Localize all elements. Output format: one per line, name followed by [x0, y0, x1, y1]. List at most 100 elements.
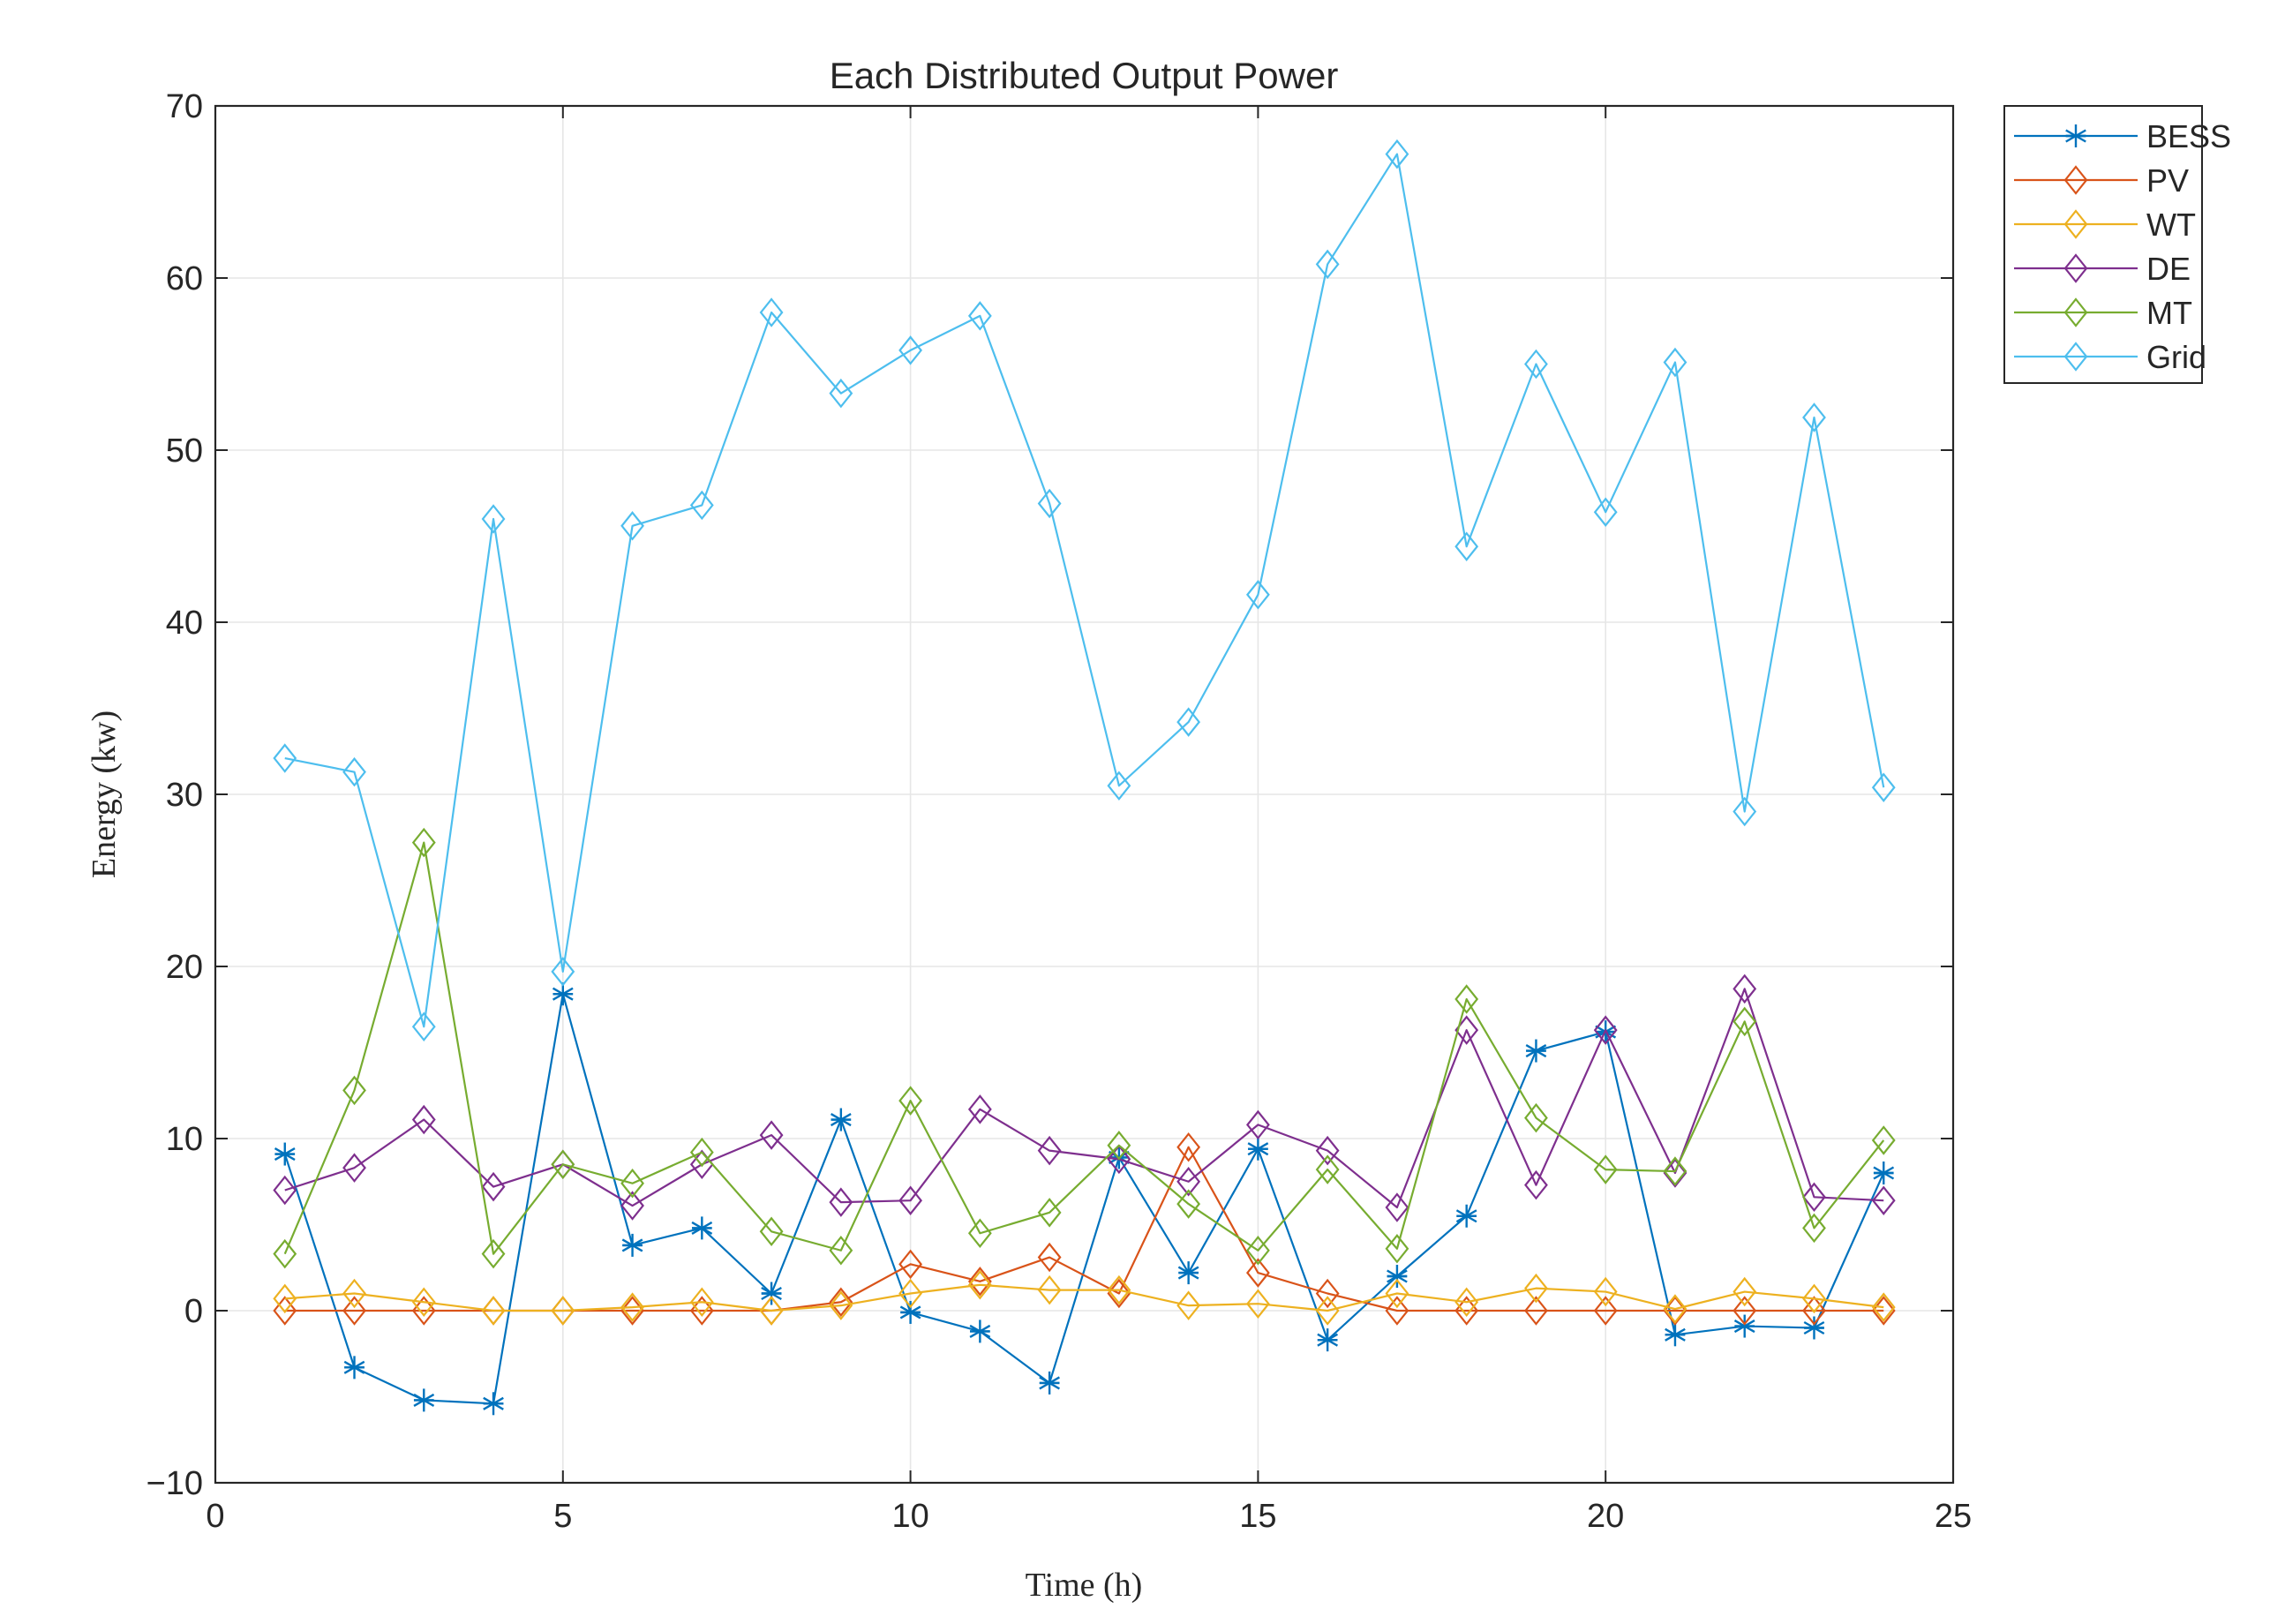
- data-point-grid: [1176, 707, 1201, 737]
- data-point-de: [273, 1175, 297, 1206]
- legend-entry-mt: MT: [2014, 295, 2192, 331]
- data-point-mt: [1107, 1131, 1131, 1161]
- data-point-wt: [1315, 1296, 1340, 1326]
- series-line-de: [284, 988, 1884, 1209]
- data-point-bess: [343, 1356, 365, 1380]
- data-point-wt: [1107, 1274, 1131, 1305]
- legend-label-de: DE: [2146, 251, 2191, 287]
- data-point-mt: [1245, 1235, 1270, 1266]
- data-point-mt: [1176, 1189, 1201, 1219]
- data-point-wt: [1245, 1289, 1270, 1319]
- data-point-wt: [273, 1283, 297, 1314]
- data-point-de: [1802, 1182, 1826, 1213]
- data-point-wt: [1037, 1274, 1062, 1305]
- data-point-mt: [1802, 1213, 1826, 1244]
- x-tick-label: 20: [1587, 1498, 1624, 1535]
- data-point-grid: [273, 743, 297, 773]
- series-wt: [273, 1269, 1896, 1326]
- legend-marker-mt: [2063, 297, 2088, 327]
- data-point-bess: [1733, 1314, 1755, 1338]
- data-point-bess: [1665, 1323, 1686, 1347]
- y-axis-label: Energy (kw): [86, 710, 123, 878]
- data-point-pv: [1385, 1296, 1409, 1326]
- data-point-wt: [829, 1290, 853, 1320]
- data-point-wt: [689, 1287, 714, 1318]
- data-point-bess: [483, 1392, 504, 1416]
- data-point-de: [411, 1104, 436, 1135]
- data-point-wt: [1176, 1290, 1201, 1320]
- data-point-de: [481, 1171, 506, 1202]
- data-point-de: [1037, 1135, 1062, 1166]
- legend-marker-bess: [2065, 124, 2086, 147]
- series-de: [273, 974, 1896, 1222]
- data-point-pv: [1802, 1296, 1826, 1326]
- data-point-bess: [621, 1233, 643, 1257]
- x-tick-label: 5: [553, 1498, 572, 1535]
- data-point-grid: [1385, 139, 1409, 169]
- data-point-mt: [1037, 1198, 1062, 1228]
- y-tick-label: 60: [166, 260, 203, 297]
- data-point-mt: [1733, 1006, 1757, 1037]
- data-point-wt: [1802, 1283, 1826, 1314]
- data-point-mt: [551, 1149, 575, 1180]
- y-tick-label: 20: [166, 949, 203, 986]
- data-point-bess: [830, 1108, 852, 1132]
- data-point-wt: [1663, 1294, 1687, 1324]
- y-tick-label: 50: [166, 432, 203, 470]
- data-point-grid: [1454, 531, 1479, 561]
- data-point-pv: [898, 1249, 923, 1280]
- data-point-mt: [1385, 1234, 1409, 1264]
- data-point-de: [829, 1187, 853, 1217]
- data-point-mt: [481, 1238, 506, 1269]
- data-point-pv: [342, 1296, 366, 1326]
- data-point-grid: [1871, 772, 1896, 802]
- data-point-grid: [481, 504, 506, 534]
- data-point-mt: [689, 1137, 714, 1168]
- data-point-grid: [1733, 796, 1757, 827]
- data-point-grid: [829, 378, 853, 409]
- data-point-wt: [1733, 1276, 1757, 1307]
- data-point-de: [1176, 1166, 1201, 1197]
- y-tick-label: 10: [166, 1121, 203, 1158]
- data-point-bess: [413, 1388, 435, 1412]
- x-tick-label: 25: [1935, 1498, 1972, 1535]
- data-point-de: [1871, 1185, 1896, 1215]
- data-point-mt: [1315, 1154, 1340, 1184]
- data-point-de: [1733, 974, 1757, 1004]
- data-point-de: [967, 1094, 992, 1124]
- data-point-wt: [1385, 1278, 1409, 1309]
- data-point-mt: [759, 1216, 784, 1247]
- data-point-bess: [1525, 1039, 1547, 1063]
- data-point-grid: [898, 335, 923, 365]
- data-point-grid: [689, 490, 714, 521]
- legend-marker-pv: [2063, 165, 2088, 195]
- x-tick-label: 10: [891, 1498, 928, 1535]
- data-point-mt: [273, 1238, 297, 1269]
- data-point-bess: [899, 1300, 921, 1324]
- data-point-bess: [761, 1282, 782, 1305]
- data-point-de: [1663, 1158, 1687, 1188]
- data-point-bess: [969, 1320, 991, 1343]
- legend-entry-pv: PV: [2014, 162, 2189, 199]
- data-point-wt: [1871, 1292, 1896, 1322]
- data-point-grid: [342, 756, 366, 787]
- data-point-wt: [481, 1296, 506, 1326]
- series-grid: [273, 139, 1896, 1042]
- y-tick-label: 0: [184, 1293, 203, 1330]
- chart-title: Each Distributed Output Power: [830, 55, 1339, 96]
- data-point-de: [620, 1191, 644, 1221]
- series-bess: [274, 982, 1895, 1416]
- data-point-bess: [1455, 1204, 1477, 1228]
- y-tick-label: 40: [166, 605, 203, 642]
- data-point-mt: [898, 1086, 923, 1116]
- data-point-pv: [829, 1287, 853, 1318]
- legend-box: [2003, 105, 2203, 384]
- legend: BESS PV WT DE MT Grid: [2003, 105, 2231, 384]
- legend-marker-wt: [2063, 209, 2088, 239]
- data-point-mt: [967, 1218, 992, 1249]
- x-tick-label: 0: [206, 1498, 224, 1535]
- data-point-mt: [620, 1168, 644, 1199]
- y-tick-label: 30: [166, 777, 203, 814]
- legend-label-grid: Grid: [2146, 339, 2206, 375]
